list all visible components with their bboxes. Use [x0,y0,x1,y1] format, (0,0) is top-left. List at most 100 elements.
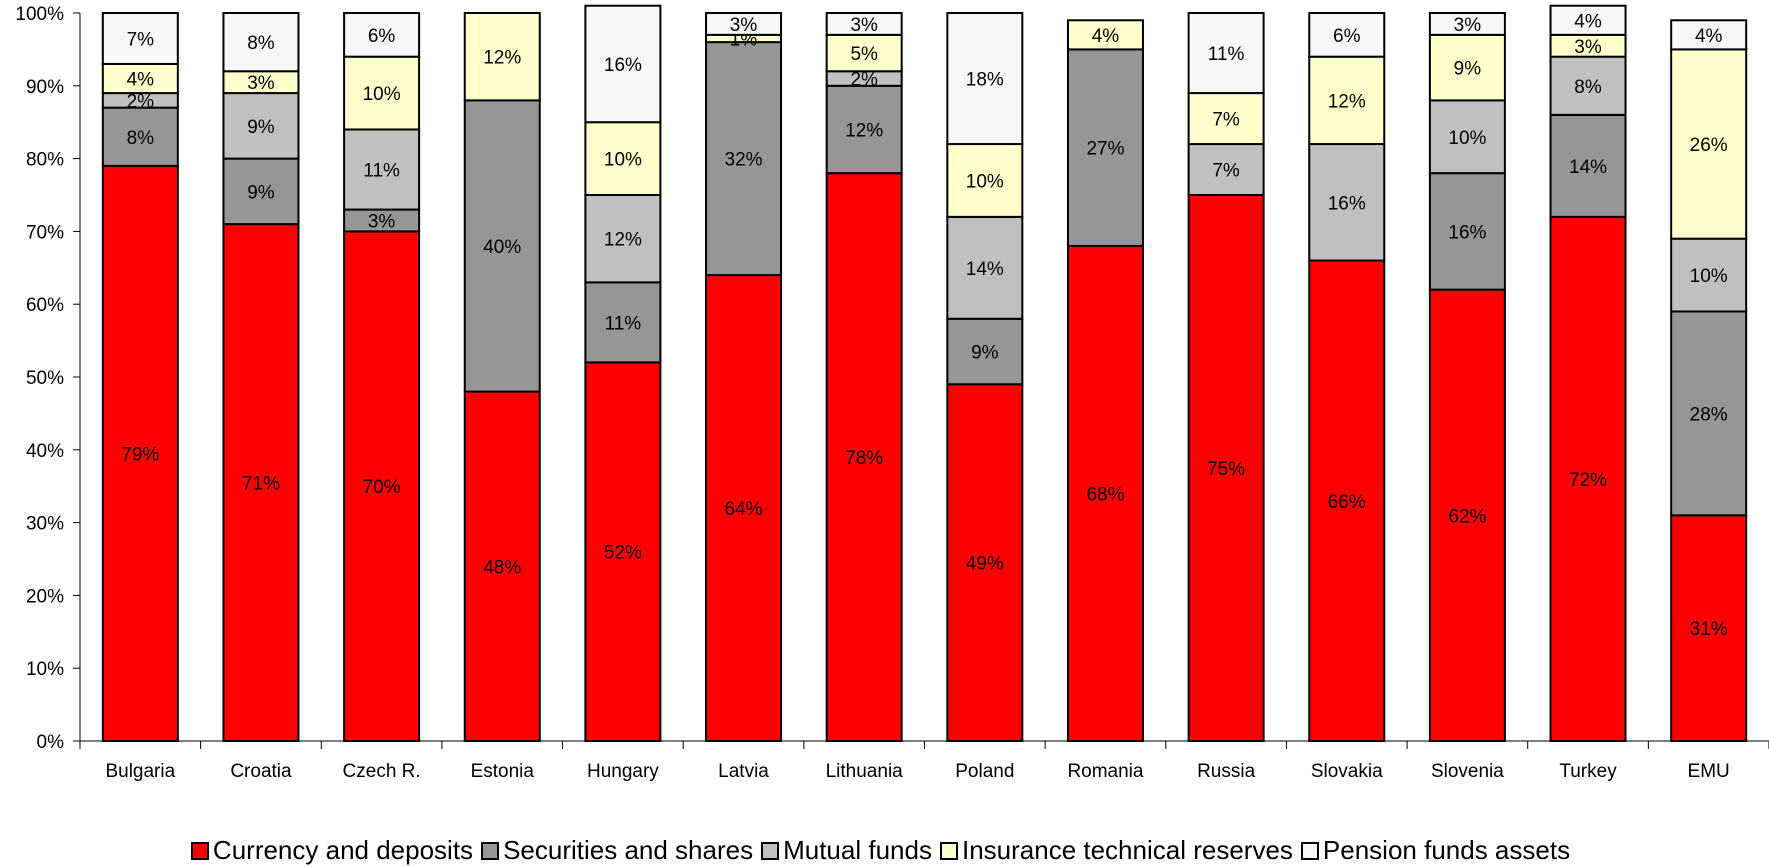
bar-segment [584,4,662,124]
data-label: 10% [1448,128,1486,149]
data-label: 48% [483,557,521,578]
bar-segment [101,106,179,167]
y-tick-label: 70% [26,222,64,243]
bar-segment [343,55,421,131]
data-label: 78% [845,448,883,469]
bar-segment [1670,19,1748,51]
legend-item: Currency and deposits [190,835,474,866]
data-label: 10% [966,171,1004,192]
data-label: 12% [845,120,883,141]
data-label: 71% [242,474,280,495]
x-tick-label: Romania [1067,761,1143,782]
data-label: 66% [1328,492,1366,513]
x-tick-label: Estonia [471,761,535,782]
data-label: 3% [368,211,396,232]
data-label: 49% [966,554,1004,575]
x-tick-label: Slovakia [1311,761,1383,782]
data-label: 5% [850,44,878,65]
legend-swatch [1300,841,1319,860]
bar-segment [463,12,541,102]
bar-segment [946,317,1024,386]
data-label: 8% [127,128,155,149]
x-tick-label: Slovenia [1431,761,1504,782]
bar-segment [101,164,179,742]
data-label: 2% [127,91,155,112]
x-tick-label: Hungary [587,761,659,782]
bar-segment [1187,12,1265,95]
bar-segment [343,12,421,58]
data-label: 14% [966,259,1004,280]
bar-segment [222,12,300,73]
bar-segment [825,172,903,743]
data-label: 16% [1448,222,1486,243]
x-tick-label: EMU [1688,761,1730,782]
x-tick-label: Latvia [718,761,769,782]
data-label: 28% [1690,404,1728,425]
bar-segment [1428,12,1506,36]
bar-segment [1549,4,1627,36]
data-label: 18% [966,70,1004,91]
data-label: 8% [1574,77,1602,98]
data-label: 12% [483,48,521,69]
x-tick-label: Bulgaria [105,761,175,782]
legend-label: Mutual funds [783,835,932,865]
data-label: 40% [483,237,521,258]
data-label: 4% [127,70,155,91]
data-label: 7% [127,29,155,50]
data-label: 9% [971,343,999,364]
bar-segment [1187,92,1265,146]
bar-segment [825,84,903,175]
data-label: 6% [368,26,396,47]
data-label: 2% [850,70,878,91]
data-label: 9% [1454,59,1482,80]
bar-segment [101,62,179,95]
bar-segment [584,361,662,742]
legend-swatch [190,841,209,860]
bar-segment [946,383,1024,742]
y-tick-label: 60% [26,295,64,316]
bar-segment [463,99,541,393]
bar-segment [1428,33,1506,102]
data-label: 8% [247,33,275,54]
bar-segment [1670,514,1748,742]
legend-label: Currency and deposits [212,835,474,865]
legend-item: Securities and shares [481,835,753,866]
x-tick-label: Czech R. [343,761,421,782]
data-label: 12% [1328,91,1366,112]
data-label: 7% [1212,161,1240,182]
bar-segment [946,143,1024,218]
bar-segment [1549,55,1627,116]
bar-segment [1670,237,1748,313]
data-label: 3% [1454,15,1482,36]
y-tick-label: 30% [26,514,64,535]
data-label: 27% [1086,139,1124,160]
data-label: 4% [1092,26,1120,47]
data-label: 11% [1208,44,1245,65]
y-tick-label: 80% [26,150,64,171]
data-label: 4% [1695,26,1723,47]
bar-segment [1549,215,1627,742]
stacked-bar-chart: 0% 10% 20% 30% 40% 50% 60% 70% 80% 90% 100% 79% 8% 2%… [15,4,1769,782]
bar-segment [705,274,783,742]
legend: Currency and deposits Securities and shar… [0,835,1769,866]
data-label: 6% [1333,26,1361,47]
bar-segment [825,12,903,36]
bar-segment [705,41,783,277]
bar-segment [1428,99,1506,175]
legend-swatch [481,841,500,860]
data-label: 52% [604,543,642,564]
data-label: 31% [1690,619,1728,640]
y-tick-label: 0% [37,732,65,753]
x-tick-label: Poland [955,761,1014,782]
y-tick-label: 90% [26,77,64,98]
data-label: 12% [604,230,642,251]
x-tick-label: Croatia [230,761,292,782]
y-tick-label: 50% [26,368,64,389]
bar-segment [1308,12,1386,58]
data-label: 64% [725,499,763,520]
data-label: 32% [725,150,763,171]
data-label: 10% [1690,266,1728,287]
legend-label: Insurance technical reserves [961,835,1293,865]
data-label: 7% [1212,110,1240,131]
x-tick-label: Turkey [1559,761,1617,782]
